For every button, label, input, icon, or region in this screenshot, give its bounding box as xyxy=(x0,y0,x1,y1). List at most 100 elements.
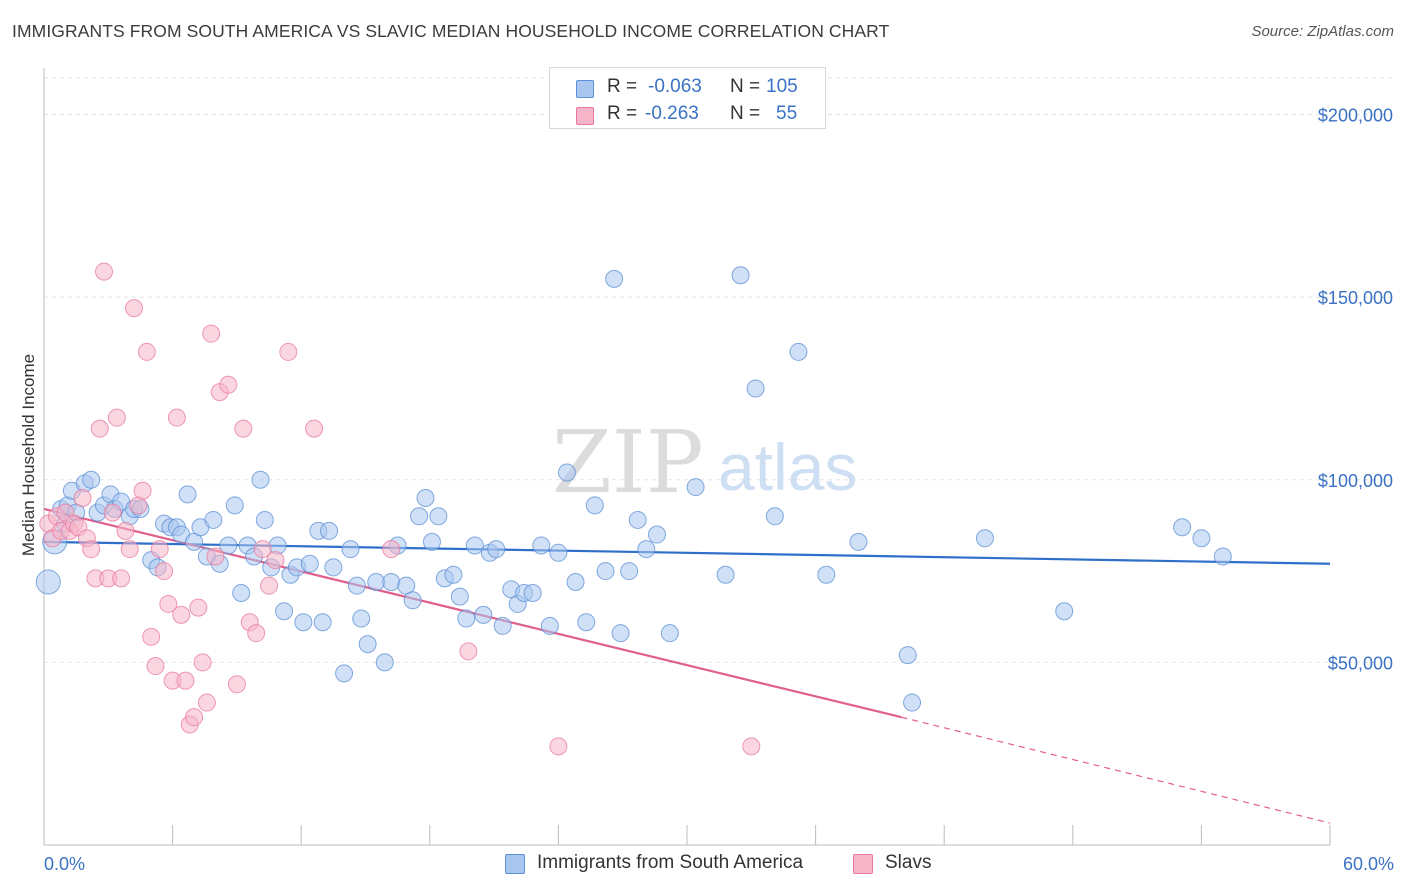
point-south-america xyxy=(686,478,705,497)
point-south-america xyxy=(255,510,274,529)
point-slavs xyxy=(73,489,92,508)
x-tick-label-min: 0.0% xyxy=(44,854,85,874)
point-south-america xyxy=(403,591,422,610)
point-slavs xyxy=(107,408,126,427)
point-south-america xyxy=(320,521,339,540)
point-slavs xyxy=(172,605,191,624)
point-south-america xyxy=(660,624,679,643)
y-tick-label: $150,000 xyxy=(1318,288,1393,308)
point-south-america xyxy=(577,613,596,632)
point-south-america xyxy=(450,587,469,606)
point-south-america xyxy=(716,565,735,584)
y-tick-label: $200,000 xyxy=(1318,106,1393,126)
point-slavs xyxy=(382,540,401,559)
point-slavs xyxy=(206,547,225,566)
point-south-america xyxy=(429,507,448,526)
point-slavs xyxy=(112,569,131,588)
legend-r-label: R = xyxy=(607,103,638,124)
point-south-america xyxy=(444,565,463,584)
point-slavs xyxy=(125,299,144,318)
legend-r-value: -0.063 xyxy=(648,76,702,97)
point-south-america xyxy=(382,573,401,592)
point-slavs xyxy=(133,481,152,500)
point-south-america xyxy=(294,613,313,632)
legend-row-south-america: R = -0.063 N = 105 xyxy=(550,74,825,102)
watermark: ZIP atlas xyxy=(552,413,857,513)
point-south-america xyxy=(620,562,639,581)
point-south-america xyxy=(611,624,630,643)
point-slavs xyxy=(150,540,169,559)
correlation-legend: R = -0.063 N = 105 R = -0.263 N = 55 xyxy=(549,67,826,129)
point-slavs xyxy=(219,375,238,394)
point-slavs xyxy=(90,419,109,438)
point-south-america xyxy=(487,540,506,559)
point-south-america xyxy=(251,470,270,489)
point-slavs xyxy=(193,653,212,672)
point-slavs xyxy=(176,671,195,690)
bottom-legend-swatch-south-america xyxy=(505,854,525,874)
point-slavs xyxy=(197,693,216,712)
point-slavs xyxy=(227,675,246,694)
point-south-america xyxy=(765,507,784,526)
x-tick-label-max: 60.0% xyxy=(1343,854,1394,874)
point-south-america xyxy=(557,463,576,482)
point-slavs xyxy=(167,408,186,427)
point-south-america xyxy=(232,583,251,602)
point-south-america xyxy=(275,602,294,621)
point-south-america xyxy=(849,532,868,551)
point-south-america xyxy=(82,470,101,489)
point-slavs xyxy=(260,576,279,595)
point-south-america xyxy=(898,646,917,665)
point-south-america xyxy=(493,616,512,635)
point-south-america xyxy=(532,536,551,555)
point-south-america xyxy=(585,496,604,515)
trend-lines xyxy=(43,507,1331,824)
y-axis-label: Median Household Income xyxy=(19,354,38,556)
point-south-america xyxy=(637,540,656,559)
point-south-america xyxy=(596,562,615,581)
point-slavs xyxy=(234,419,253,438)
legend-swatch-south-america xyxy=(576,80,594,98)
chart-title: IMMIGRANTS FROM SOUTH AMERICA VS SLAVIC … xyxy=(12,21,890,41)
bottom-legend-label-south-america: Immigrants from South America xyxy=(537,852,804,873)
point-south-america xyxy=(324,558,343,577)
point-south-america xyxy=(628,510,647,529)
point-slavs xyxy=(159,594,178,613)
point-slavs xyxy=(459,642,478,661)
point-slavs xyxy=(549,737,568,756)
point-south-america xyxy=(549,543,568,562)
axes xyxy=(43,68,1331,846)
point-south-america xyxy=(347,576,366,595)
point-slavs xyxy=(137,342,156,361)
legend-n-label: N = xyxy=(730,76,761,97)
point-south-america xyxy=(903,693,922,712)
trend-extension-slavs xyxy=(901,716,1331,824)
point-south-america xyxy=(178,485,197,504)
point-slavs xyxy=(266,551,285,570)
point-slavs xyxy=(253,540,272,559)
point-south-america xyxy=(731,266,750,285)
point-south-america xyxy=(1192,529,1211,548)
point-south-america xyxy=(457,609,476,628)
watermark-zip: ZIP xyxy=(552,413,704,513)
point-slavs xyxy=(82,540,101,559)
point-slavs xyxy=(155,562,174,581)
point-south-america xyxy=(523,583,542,602)
point-south-america xyxy=(605,269,624,288)
watermark-atlas: atlas xyxy=(718,430,857,504)
point-south-america xyxy=(746,379,765,398)
tick-labels: $50,000 $100,000 $150,000 $200,000 0.0% 60.0% xyxy=(44,106,1394,874)
point-slavs xyxy=(189,598,208,617)
point-slavs xyxy=(95,262,114,281)
legend-r-label: R = xyxy=(607,76,638,97)
point-south-america xyxy=(474,605,493,624)
point-south-america xyxy=(416,489,435,508)
point-south-america xyxy=(204,510,223,529)
legend-swatch-slavs xyxy=(576,107,594,125)
point-south-america xyxy=(975,529,994,548)
bottom-legend-swatch-slavs xyxy=(853,854,873,874)
point-south-america xyxy=(352,609,371,628)
y-tick-label: $50,000 xyxy=(1328,653,1393,673)
point-south-america xyxy=(313,613,332,632)
